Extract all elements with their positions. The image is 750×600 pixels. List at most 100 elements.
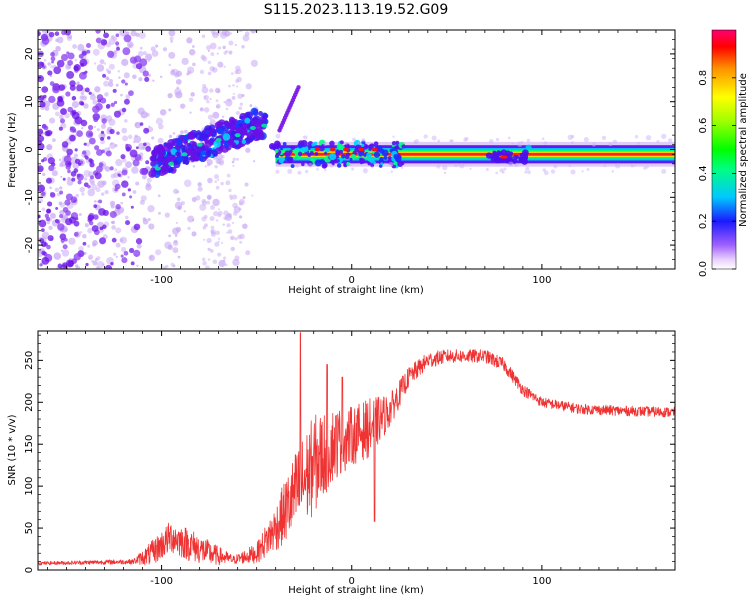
spectrogram-cell (145, 53, 153, 61)
spectrogram-cell (175, 226, 182, 233)
spectrogram-cell (47, 157, 55, 165)
spectrogram-cell (40, 191, 46, 197)
spectrogram-cell (121, 180, 129, 188)
spectrogram-cell (239, 115, 244, 120)
spectrogram-cell (209, 66, 215, 72)
spectrogram-cell (284, 156, 290, 161)
spectrogram-cell (218, 259, 226, 268)
spectrogram-cell (238, 207, 242, 211)
spectrogram-cell (158, 211, 161, 215)
spectrogram-cell (41, 86, 49, 93)
spectrogram-cell (40, 228, 45, 232)
spectrogram-cell (324, 151, 328, 155)
colorbar: 0.0 0.2 0.4 0.6 0.8 Normalized spectral ampl… (698, 29, 749, 277)
spectrogram-cell (174, 234, 178, 237)
spectrogram-cell (136, 264, 139, 267)
spectrogram-cell (66, 71, 75, 79)
spectrogram-cell (67, 34, 73, 40)
spectrogram-cell (192, 62, 196, 67)
spectrogram-cell (205, 265, 210, 269)
spectrogram-cell (111, 220, 116, 225)
spectrogram-cell (245, 83, 252, 90)
spectrogram-cell (637, 141, 641, 145)
spectrogram-cell (170, 262, 175, 267)
spectrogram-cell (46, 144, 53, 151)
spectrogram-cell (321, 163, 328, 169)
spectrogram-cell (207, 247, 211, 251)
spectrogram-cell (244, 31, 250, 37)
spectrogram-cell (89, 162, 95, 168)
spectrogram-cell (191, 231, 197, 237)
spectrogram-cell (150, 160, 156, 167)
spectrogram-cell (67, 169, 71, 174)
spectrogram-ylabel: Frequency (Hz) (7, 112, 18, 188)
spectrogram-cell (215, 185, 220, 190)
spectrogram-cell (82, 233, 87, 239)
spectrogram-cell (131, 166, 139, 174)
spectrogram-cell (311, 142, 316, 147)
spectrogram-cell (645, 134, 652, 141)
spectrogram-cell (83, 142, 87, 146)
spectrogram-cell (207, 71, 212, 76)
spectrogram-cell (235, 85, 239, 88)
spectrogram-cell (173, 239, 178, 244)
spectrogram-cell (95, 102, 103, 111)
spectrogram-cell (38, 140, 43, 145)
spectrogram-cell (275, 133, 281, 139)
spectrogram-cell (93, 200, 97, 203)
spectrogram-cell (98, 199, 103, 204)
spectrogram-cell (207, 177, 213, 184)
snr-ylabel: SNR (10 * v/v) (7, 414, 18, 485)
spectrogram-cell (220, 181, 224, 186)
spectrogram-cell (65, 259, 74, 268)
spectrogram-cell (236, 76, 242, 83)
spectrogram-cell (58, 126, 63, 131)
spectrogram-cell (238, 215, 243, 219)
spectrogram-cell (358, 147, 365, 152)
spectrogram-cell (113, 110, 121, 118)
spectrogram-cell (93, 204, 98, 209)
spectrogram-cell (499, 155, 508, 159)
spectrogram-cell (249, 129, 253, 133)
spectrogram-cell (218, 160, 225, 166)
spectrogram-cell (96, 149, 103, 156)
spectrogram-cell (89, 175, 94, 180)
spectrogram-cell (212, 111, 220, 119)
spectrogram-cell (507, 136, 511, 140)
spectrogram-cell (59, 118, 66, 124)
spectrogram-cell (571, 141, 574, 145)
spectrogram-cell (188, 97, 194, 102)
spectrogram-cell (508, 161, 514, 167)
spectrogram-cell (76, 173, 84, 181)
spectrogram-cell (198, 155, 204, 162)
spectrogram-cell (76, 130, 83, 137)
spectrogram-cell (258, 111, 263, 116)
spectrogram-cell (275, 162, 278, 166)
spectrogram-cell (169, 36, 174, 41)
spectrogram-cell (147, 205, 155, 213)
spectrogram-cell (238, 106, 243, 111)
spectrogram-cell (132, 140, 136, 144)
spectrogram-cell (104, 190, 109, 195)
spectrogram-cell (47, 201, 53, 207)
spectrogram-cell (207, 49, 210, 53)
spectrogram-cell (245, 111, 253, 119)
spectrogram-cell (232, 194, 238, 200)
spectrogram-cell (206, 200, 211, 205)
spectrogram-cell (180, 144, 186, 150)
spectrogram-cell (132, 190, 137, 194)
spectrogram-cell (204, 147, 209, 152)
spectrogram-cell (75, 193, 79, 198)
spectrogram-cell (53, 252, 62, 260)
spectrogram-cell (553, 164, 558, 169)
spectrogram-cell (380, 162, 384, 166)
spectrogram-cell (199, 149, 206, 156)
spectrogram-cell (168, 63, 172, 67)
spectrogram-cell (85, 142, 91, 147)
spectrogram-cell (152, 79, 155, 82)
spectrogram-cell (50, 51, 55, 57)
spectrogram-cell (239, 233, 245, 240)
spectrogram-cell (223, 51, 227, 55)
spectrogram-cell (245, 147, 251, 153)
